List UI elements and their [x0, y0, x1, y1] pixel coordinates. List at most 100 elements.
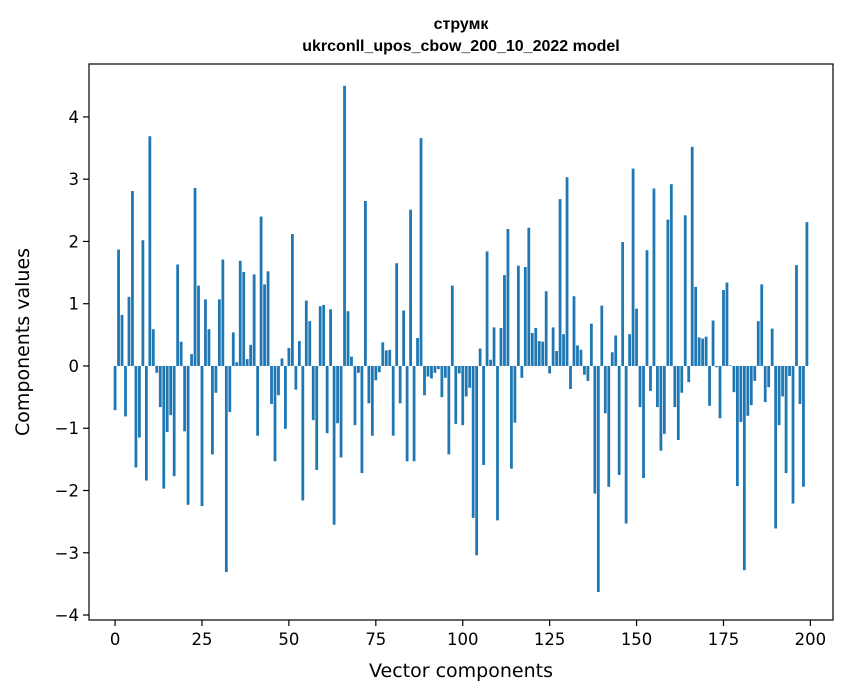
bar: [513, 365, 517, 423]
bar: [690, 146, 694, 366]
bar: [676, 365, 680, 441]
bar: [523, 266, 527, 366]
bar: [384, 350, 388, 366]
bar: [506, 228, 510, 366]
bar: [510, 365, 513, 469]
bar: [162, 365, 166, 489]
y-tick-label: −2: [55, 481, 79, 500]
bar: [353, 365, 357, 426]
bar: [409, 209, 412, 366]
y-tick-label: 4: [69, 108, 80, 127]
bar: [437, 365, 440, 370]
bar: [610, 352, 614, 366]
bar: [277, 365, 280, 396]
x-tick-label: 75: [365, 630, 386, 649]
bar: [332, 365, 336, 525]
bar: [683, 215, 687, 366]
bar: [176, 264, 180, 366]
bar: [586, 365, 590, 381]
bar: [784, 365, 788, 474]
bar: [155, 365, 159, 373]
x-tick-label: 150: [621, 630, 653, 649]
bar: [468, 365, 472, 388]
bar: [548, 365, 552, 374]
bar: [537, 341, 541, 366]
bar: [593, 365, 597, 494]
bar: [287, 347, 291, 366]
bar: [315, 365, 319, 470]
bar: [628, 334, 632, 366]
bar: [273, 365, 277, 462]
bar: [753, 365, 757, 381]
bar: [565, 177, 569, 366]
bar: [624, 365, 628, 524]
bar: [343, 85, 346, 366]
bar: [520, 365, 524, 378]
bar: [631, 168, 635, 366]
y-tick-label: 0: [69, 357, 80, 376]
bar: [183, 365, 186, 432]
bar: [433, 365, 437, 373]
bar: [485, 251, 489, 366]
bar: [214, 365, 218, 393]
bar: [256, 365, 260, 436]
bar: [134, 365, 138, 468]
bar: [443, 365, 447, 378]
bar: [791, 365, 795, 504]
bar: [120, 314, 124, 366]
bar: [186, 365, 190, 505]
bar: [572, 296, 576, 366]
bar: [308, 321, 312, 366]
bar: [294, 365, 298, 390]
bar: [464, 365, 468, 397]
chart-title-line2: ukrconll_upos_cbow_200_10_2022 model: [302, 38, 619, 55]
bar: [270, 365, 273, 404]
bar: [603, 365, 607, 414]
bar: [617, 365, 621, 475]
bar: [405, 365, 409, 462]
y-tick-label: −3: [55, 544, 79, 563]
bar: [360, 365, 364, 474]
bar: [419, 138, 423, 366]
bar: [777, 365, 781, 426]
bar: [329, 309, 333, 366]
bar: [200, 365, 204, 507]
bar: [551, 327, 555, 366]
bar: [224, 365, 228, 573]
bar: [179, 341, 183, 366]
bar: [645, 250, 649, 366]
bar: [763, 365, 767, 403]
bar: [516, 265, 520, 366]
bar: [113, 365, 117, 411]
bar: [350, 356, 353, 366]
bar: [795, 265, 798, 366]
bar: [141, 240, 145, 366]
y-tick-label: −1: [55, 419, 79, 438]
bar: [642, 365, 645, 479]
bar: [555, 351, 558, 366]
bar: [252, 274, 256, 366]
y-tick-label: 3: [69, 170, 80, 189]
bar: [739, 365, 743, 423]
bar: [336, 365, 339, 424]
bar: [722, 290, 725, 366]
bar: [311, 365, 315, 421]
x-axis-ticks: 0 25 50 75 100 125 150 175 200: [110, 620, 826, 649]
bar: [461, 365, 465, 426]
bar: [249, 344, 253, 366]
bar: [749, 365, 753, 406]
bar: [527, 227, 531, 366]
bar: [426, 365, 430, 377]
bar: [471, 365, 475, 518]
bar: [736, 365, 739, 487]
x-tick-label: 125: [534, 630, 566, 649]
bar: [687, 365, 691, 383]
bar: [339, 365, 343, 458]
bar: [395, 263, 399, 366]
bar: [760, 284, 764, 366]
bar: [569, 365, 572, 390]
bar: [377, 365, 381, 373]
bar: [742, 365, 746, 571]
bar: [151, 329, 155, 366]
